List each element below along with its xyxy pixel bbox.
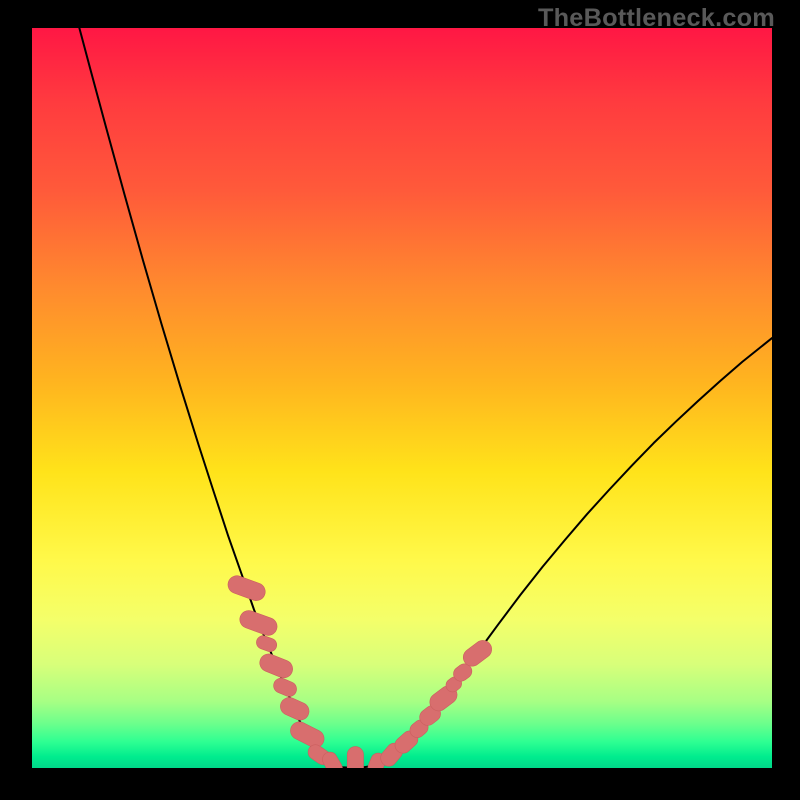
chart-stage: TheBottleneck.com	[0, 0, 800, 800]
chart-background	[32, 28, 772, 768]
curve-marker	[347, 747, 363, 768]
chart-svg	[32, 28, 772, 768]
watermark-text: TheBottleneck.com	[538, 4, 775, 33]
chart-plot	[32, 28, 772, 768]
